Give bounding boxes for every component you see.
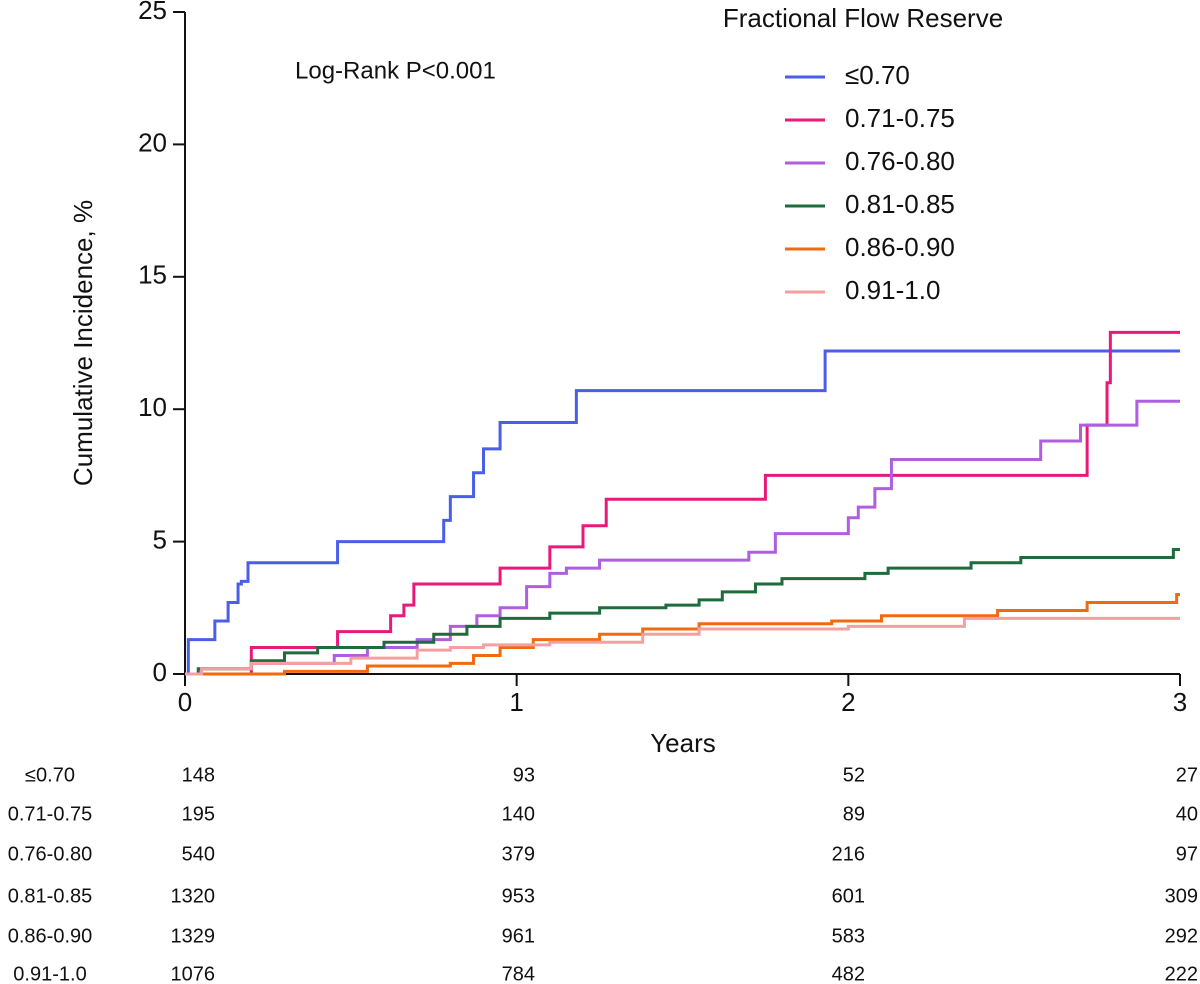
x-tick-label: 1 xyxy=(509,687,523,717)
legend-title: Fractional Flow Reserve xyxy=(723,3,1003,33)
risk-count: 540 xyxy=(182,843,215,865)
risk-row-label: ≤0.70 xyxy=(25,764,75,786)
y-axis-label: Cumulative Incidence, % xyxy=(68,200,98,486)
series-line xyxy=(185,330,1180,676)
risk-row-label: 0.81-0.85 xyxy=(8,885,93,907)
risk-count: 309 xyxy=(1165,885,1198,907)
legend-label: ≤0.70 xyxy=(845,60,910,90)
y-tick-label: 25 xyxy=(138,0,167,25)
risk-count: 97 xyxy=(1176,843,1198,865)
y-tick-label: 5 xyxy=(153,524,167,554)
legend-label: 0.86-0.90 xyxy=(845,232,955,262)
y-tick-label: 10 xyxy=(138,392,167,422)
risk-count: 195 xyxy=(182,803,215,825)
risk-count: 93 xyxy=(513,764,535,786)
risk-count: 583 xyxy=(832,925,865,947)
risk-count: 52 xyxy=(843,764,865,786)
risk-count: 222 xyxy=(1165,963,1198,984)
x-axis-label: Years xyxy=(650,728,716,758)
risk-count: 40 xyxy=(1176,803,1198,825)
legend-label: 0.81-0.85 xyxy=(845,189,955,219)
risk-count: 1329 xyxy=(171,925,216,947)
risk-count: 140 xyxy=(502,803,535,825)
risk-count: 1076 xyxy=(171,963,216,984)
risk-count: 379 xyxy=(502,843,535,865)
series-line xyxy=(185,349,1180,676)
risk-row-label: 0.76-0.80 xyxy=(8,843,93,865)
risk-count: 784 xyxy=(502,963,535,984)
risk-count: 292 xyxy=(1165,925,1198,947)
legend-label: 0.91-1.0 xyxy=(845,275,940,305)
risk-count: 216 xyxy=(832,843,865,865)
x-tick-label: 2 xyxy=(841,687,855,717)
legend-label: 0.76-0.80 xyxy=(845,146,955,176)
x-tick-label: 3 xyxy=(1173,687,1187,717)
y-tick-label: 0 xyxy=(153,657,167,687)
risk-count: 148 xyxy=(182,764,215,786)
risk-count: 27 xyxy=(1176,764,1198,786)
risk-row-label: 0.71-0.75 xyxy=(8,803,93,825)
risk-row-label: 0.86-0.90 xyxy=(8,925,93,947)
risk-count: 961 xyxy=(502,925,535,947)
risk-count: 482 xyxy=(832,963,865,984)
risk-count: 1320 xyxy=(171,885,216,907)
x-tick-label: 0 xyxy=(178,687,192,717)
series-line xyxy=(185,593,1180,676)
risk-count: 601 xyxy=(832,885,865,907)
risk-row-label: 0.91-1.0 xyxy=(13,963,86,984)
y-tick-label: 20 xyxy=(138,127,167,157)
risk-count: 89 xyxy=(843,803,865,825)
risk-count: 953 xyxy=(502,885,535,907)
annotation: Log-Rank P<0.001 xyxy=(295,57,496,84)
y-tick-label: 15 xyxy=(138,260,167,290)
series-line xyxy=(185,616,1180,676)
series-line xyxy=(185,548,1180,676)
series-line xyxy=(185,399,1180,676)
legend-label: 0.71-0.75 xyxy=(845,103,955,133)
